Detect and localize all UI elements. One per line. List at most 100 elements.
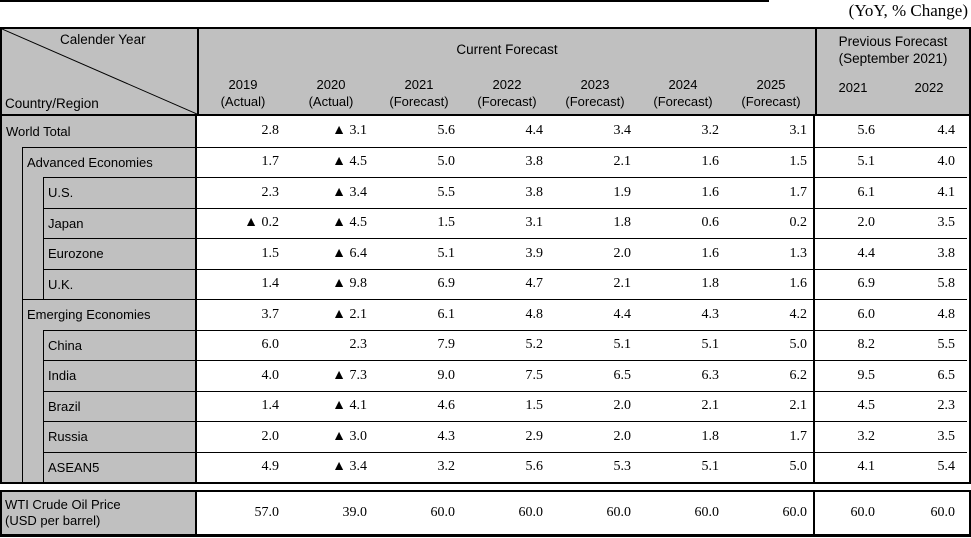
value-cell-2025: 1.7 (725, 421, 813, 452)
year-header-2022: 2022 (Forecast) (477, 77, 537, 109)
previous-value-cell-2021: 2.0 (815, 207, 887, 239)
table-row-advanced-economies: Advanced Economies 1.7 ▲ 4.5 5.0 3.8 2.1 1.6 1.… (2, 146, 969, 178)
value-cell-2019: 2.8 (261, 123, 280, 139)
value-cell-2020: ▲ 3.4 (285, 451, 373, 483)
value-cell-2023: 2.0 (549, 238, 637, 269)
row-label-cell: World Total (2, 116, 197, 147)
value-cell-2021: 4.3 (373, 421, 461, 452)
previous-value-cell-2022: 3.8 (887, 238, 967, 269)
previous-forecast-cells: 8.2 5.5 (813, 329, 969, 360)
row-label-cell: ASEAN5 (2, 451, 197, 483)
value-cell-2021: 6.1 (373, 299, 461, 330)
previous-forecast-cells: 5.1 4.0 (813, 146, 969, 177)
previous-value-cell-2021: 3.2 (815, 421, 887, 452)
current-forecast-cells: ▲ 0.2 ▲ 4.5 1.5 3.1 1.8 0.6 0.2 (197, 207, 813, 239)
year-header-row: 2019 (Actual) 2020 (Actual) 2021 (Forecast) 20… (199, 57, 815, 114)
table-row-india: India 4.0 ▲ 7.3 9.0 7.5 6.5 6.3 6.2 9.5 6.5 (2, 360, 969, 391)
previous-forecast-title: Previous Forecast (September 2021) (817, 29, 969, 67)
previous-year-2021: 2021 (838, 80, 868, 95)
value-cell-2021: 5.6 (437, 123, 456, 139)
value-cell-2023: 2.1 (549, 268, 637, 300)
value-cell-2020: ▲ 3.4 (285, 177, 373, 208)
value-cell-2019: 6.0 (197, 329, 285, 361)
table-row-world-total: World Total 2.8 ▲ 3.1 5.6 4.4 3.4 3.2 3.1 5.6 4.4 (2, 116, 969, 147)
value-cell-2021: 3.2 (373, 451, 461, 483)
value-cell-2019: 1.5 (197, 238, 285, 269)
row-label-cell: Brazil (2, 390, 197, 422)
previous-value-cell-2021: 5.6 (857, 123, 876, 139)
previous-value-cell-2022: 5.8 (887, 268, 967, 300)
value-cell-2020: ▲ 7.3 (285, 360, 373, 391)
current-forecast-cells: 1.5 ▲ 6.4 5.1 3.9 2.0 1.6 1.3 (197, 238, 813, 269)
value-cell-2023: 2.1 (549, 146, 637, 178)
previous-forecast-cells: 9.5 6.5 (813, 360, 969, 391)
indent-spacer (23, 329, 44, 360)
row-label-cell: Emerging Economies (2, 299, 197, 330)
previous-forecast-cells: 6.9 5.8 (813, 268, 969, 300)
value-cell-2022: 3.8 (461, 146, 549, 178)
value-cell-2024: 1.8 (637, 268, 725, 300)
previous-value-cell-2021: 6.1 (815, 177, 887, 208)
previous-value-cell-2022: 4.8 (887, 299, 967, 330)
row-label: Russia (44, 421, 195, 452)
value-cell-2022: 4.4 (525, 123, 544, 139)
value-cell-2021: 5.1 (373, 238, 461, 269)
value-cell-2024: 5.1 (637, 329, 725, 361)
value-cell-2022: 4.8 (461, 299, 549, 330)
value-cell-2025: 1.5 (725, 146, 813, 178)
value-cell-2025: 5.0 (725, 329, 813, 361)
current-forecast-cells: 6.0 2.3 7.9 5.2 5.1 5.1 5.0 (197, 329, 813, 361)
previous-value-cell-2021: 4.5 (815, 390, 887, 422)
year-header-2024: 2024 (Forecast) (653, 77, 713, 109)
table-row-brazil: Brazil 1.4 ▲ 4.1 4.6 1.5 2.0 2.1 2.1 4.5 2.3 (2, 390, 969, 422)
row-label: Japan (44, 207, 195, 239)
value-cell-2023: 5.1 (549, 329, 637, 361)
value-cell-2024: 0.6 (637, 207, 725, 239)
value-cell-2022: 7.5 (461, 360, 549, 391)
value-cell-2022: 1.5 (461, 390, 549, 422)
value-cell-2022: 5.2 (461, 329, 549, 361)
current-forecast-cells: 3.7 ▲ 2.1 6.1 4.8 4.4 4.3 4.2 (197, 299, 813, 330)
current-forecast-cells: 4.0 ▲ 7.3 9.0 7.5 6.5 6.3 6.2 (197, 360, 813, 391)
row-label-cell: U.S. (2, 177, 197, 208)
table-row-eurozone: Eurozone 1.5 ▲ 6.4 5.1 3.9 2.0 1.6 1.3 4.4 3.8 (2, 238, 969, 269)
previous-forecast-cells: 4.4 3.8 (813, 238, 969, 269)
year-header-2021: 2021 (Forecast) (389, 77, 449, 109)
value-cell-2024: 1.6 (637, 177, 725, 208)
value-cell-2019: ▲ 0.2 (197, 207, 285, 239)
indent-spacer (2, 207, 23, 238)
indent-spacer (2, 177, 23, 208)
current-forecast-title: Current Forecast (456, 42, 558, 57)
year-header-2019: 2019 (Actual) (220, 77, 266, 109)
value-cell-2019: 4.0 (197, 360, 285, 391)
row-label: Brazil (44, 390, 195, 422)
row-label: ASEAN5 (44, 451, 195, 483)
row-label: Advanced Economies (23, 146, 195, 178)
value-cell-2022: 3.9 (461, 238, 549, 269)
value-cell-2023: 5.3 (549, 451, 637, 483)
row-label-cell: China (2, 329, 197, 360)
table-row-u-s: U.S. 2.3 ▲ 3.4 5.5 3.8 1.9 1.6 1.7 6.1 4.1 (2, 177, 969, 208)
corner-label-country-region: Country/Region (5, 96, 99, 111)
wti-value-cell-2021: 60.0 (430, 505, 456, 520)
previous-value-cell-2022: 2.3 (887, 390, 967, 422)
value-cell-2024: 1.6 (637, 146, 725, 178)
value-cell-2025: 0.2 (725, 207, 813, 239)
corner-label-calendar-year: Calender Year (60, 32, 146, 47)
value-cell-2020: ▲ 3.1 (332, 123, 367, 139)
value-cell-2021: 5.5 (373, 177, 461, 208)
row-label-cell: Russia (2, 421, 197, 452)
growth-forecast-table: Calender Year Country/Region Current For… (0, 27, 971, 484)
value-cell-2021: 6.9 (373, 268, 461, 300)
previous-year-2022: 2022 (914, 80, 944, 95)
value-cell-2020: ▲ 3.0 (285, 421, 373, 452)
indent-spacer (23, 177, 44, 208)
wti-value-cell-2025: 60.0 (782, 505, 808, 520)
wti-value-cell-2020: 39.0 (342, 505, 368, 520)
indent-spacer (2, 238, 23, 269)
value-cell-2025: 5.0 (725, 451, 813, 483)
row-label: U.K. (44, 268, 195, 300)
current-forecast-cells: 1.7 ▲ 4.5 5.0 3.8 2.1 1.6 1.5 (197, 146, 813, 178)
value-cell-2021: 5.0 (373, 146, 461, 178)
value-cell-2024: 1.6 (637, 238, 725, 269)
